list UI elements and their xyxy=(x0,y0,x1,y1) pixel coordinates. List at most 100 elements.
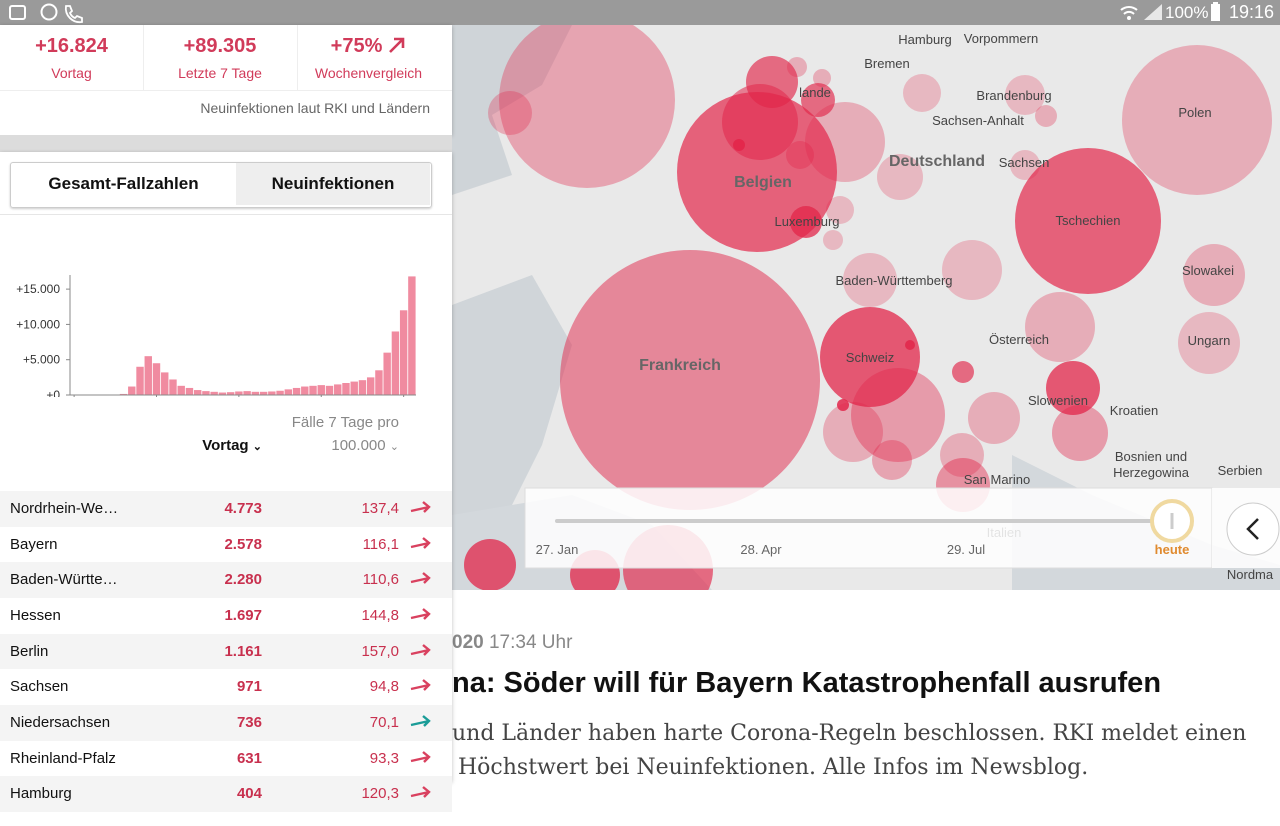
state-name: Rheinland-Pfalz xyxy=(10,741,116,777)
bar xyxy=(194,390,201,395)
header-vortag[interactable]: Vortag ⌄ xyxy=(202,437,262,454)
bubble xyxy=(1122,45,1272,195)
tab[interactable]: Gesamt-Fallzahlen xyxy=(11,164,236,204)
article-meta: 020 17:34 Uhr xyxy=(452,632,572,654)
vortag-value: 736 xyxy=(237,705,262,741)
bar xyxy=(276,391,283,395)
clock: 19:16 xyxy=(1229,2,1274,23)
map-label: Luxemburg xyxy=(774,214,839,229)
bar xyxy=(326,386,333,395)
table-row[interactable]: Berlin 1.161 157,0 xyxy=(0,634,452,670)
bubble xyxy=(903,74,941,112)
bubble xyxy=(733,139,745,151)
stat-label: Letzte 7 Tage xyxy=(143,65,297,81)
map-label: Hamburg xyxy=(898,32,951,47)
map-label: Sachsen-Anhalt xyxy=(932,113,1024,128)
article-body: und Länder haben harte Corona-Regeln bes… xyxy=(452,717,1246,785)
map-label: Belgien xyxy=(734,174,792,191)
timeline-label: heute xyxy=(1155,542,1190,557)
rate-value: 137,4 xyxy=(361,491,399,527)
y-tick-label: +10.000 xyxy=(16,317,60,331)
map-label: Herzegowina xyxy=(1113,465,1190,480)
map-label: Bosnien und xyxy=(1115,449,1187,464)
bubble xyxy=(952,361,974,383)
bar xyxy=(342,383,349,395)
bar xyxy=(309,386,316,395)
article-headline[interactable]: na: Söder will für Bayern Katastrophenfa… xyxy=(452,667,1161,700)
vortag-value: 1.161 xyxy=(224,634,262,670)
battery-level: 100% xyxy=(1165,3,1208,23)
rate-value: 116,1 xyxy=(363,527,399,563)
bar xyxy=(145,356,152,395)
status-icons xyxy=(8,0,88,25)
bubble xyxy=(1025,292,1095,362)
state-name: Berlin xyxy=(10,634,48,670)
tab-active[interactable]: Neuinfektionen xyxy=(236,164,430,204)
header-vortag-text: Vortag xyxy=(202,437,248,454)
map-label: Slowenien xyxy=(1028,393,1088,408)
timeline-panel xyxy=(525,488,1212,568)
state-name: Bayern xyxy=(10,527,58,563)
rate-value: 144,8 xyxy=(361,598,399,634)
stat-number: +89.305 xyxy=(184,35,257,57)
state-name: Nordrhein-We… xyxy=(10,491,118,527)
map-label: Sachsen xyxy=(999,155,1050,170)
bar xyxy=(235,391,242,395)
bar xyxy=(367,377,374,395)
bubble xyxy=(837,399,849,411)
bar xyxy=(318,385,325,395)
bar xyxy=(202,391,209,395)
rate-value: 94,8 xyxy=(370,669,399,705)
bubble xyxy=(942,240,1002,300)
table-row[interactable]: Nordrhein-We… 4.773 137,4 xyxy=(0,491,452,527)
bar xyxy=(161,372,168,395)
map-label: Ungarn xyxy=(1188,333,1231,348)
cases-chart: +0+5.000+10.000+15.00027. Jan05. Apr13. … xyxy=(0,217,452,397)
article: 020 17:34 Uhr na: Söder will für Bayern … xyxy=(452,590,1280,800)
timeline-label: 27. Jan xyxy=(536,542,579,557)
bubble xyxy=(464,539,516,590)
header-rate-unit-text: 100.000 xyxy=(331,437,385,454)
bar xyxy=(400,310,407,395)
back-button[interactable] xyxy=(1227,503,1279,555)
article-date: 020 xyxy=(452,632,484,653)
stat-label: Wochenvergleich xyxy=(297,65,440,81)
state-name: Baden-Württe… xyxy=(10,562,118,598)
state-name: Niedersachsen xyxy=(10,705,110,741)
vortag-value: 4.773 xyxy=(224,491,262,527)
bar xyxy=(268,391,275,395)
map-label: lande xyxy=(799,85,831,100)
vortag-value: 971 xyxy=(237,669,262,705)
header-rate-text: Fälle 7 Tage pro xyxy=(292,414,399,431)
bubble xyxy=(722,84,798,160)
bubble xyxy=(968,392,1020,444)
map-label: Österreich xyxy=(989,332,1049,347)
stat-value: +89.305 xyxy=(143,35,297,58)
rate-value: 157,0 xyxy=(361,634,399,670)
bar xyxy=(293,388,300,395)
separator xyxy=(0,135,452,152)
y-tick-label: +0 xyxy=(46,388,60,397)
bar xyxy=(359,380,366,395)
map-label: Tschechien xyxy=(1055,213,1120,228)
bubble xyxy=(1052,405,1108,461)
header-rate-unit[interactable]: 100.000 ⌄ xyxy=(292,437,399,454)
bar xyxy=(243,391,250,395)
map-label: Brandenburg xyxy=(976,88,1051,103)
timeline-label: 28. Apr xyxy=(740,542,782,557)
bar xyxy=(186,388,193,395)
bubble xyxy=(560,250,820,510)
timeline-label: 29. Jul xyxy=(947,542,985,557)
bubble xyxy=(1035,105,1057,127)
